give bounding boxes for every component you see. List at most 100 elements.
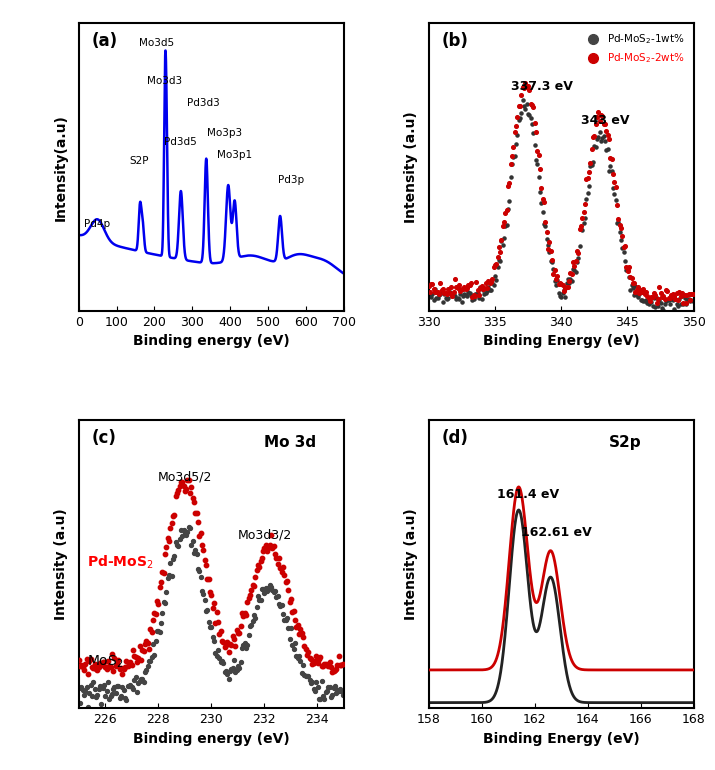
X-axis label: Binding energy (eV): Binding energy (eV) [133,732,290,746]
Point [545,256,556,268]
Point [321,685,332,697]
Point [678,297,689,310]
Point [167,553,179,565]
Point [453,293,465,305]
Point [79,685,91,697]
Point [571,256,583,269]
Point [464,279,475,291]
Point [330,687,342,699]
Point [242,639,253,651]
Point [574,240,586,253]
Point [256,583,267,595]
Point [585,157,596,169]
Point [268,586,280,598]
Point [594,115,606,127]
Point [87,661,98,673]
Point [170,490,182,503]
Point [574,223,586,236]
Point [89,658,100,670]
Point [497,239,508,252]
Point [245,619,257,631]
Point [460,283,471,295]
Point [573,252,584,264]
Point [570,255,581,267]
Point [222,636,233,648]
Point [87,676,99,688]
Point [310,676,322,688]
Point [492,251,503,263]
Point [658,304,669,316]
Point [90,691,102,703]
Point [641,286,652,298]
Point [169,550,180,562]
Point [178,524,189,536]
Point [277,561,289,573]
Point [144,654,156,667]
Point [106,688,117,700]
Point [528,127,539,139]
Point [447,290,458,302]
Point [483,281,494,293]
Point [672,300,684,312]
Text: S2p: S2p [608,435,641,450]
Point [327,682,339,695]
Point [554,290,566,303]
Point [247,615,258,628]
Point [232,660,244,672]
Point [578,206,589,219]
Point [430,286,441,299]
Point [322,681,334,693]
Point [536,182,547,194]
Point [304,651,315,664]
Point [554,276,566,289]
Point [304,674,315,686]
Point [300,669,311,681]
Point [327,688,338,701]
Point [265,581,277,593]
Point [666,289,677,301]
Point [93,683,104,695]
Point [170,536,182,548]
Point [297,659,309,671]
Point [463,286,474,298]
Point [627,276,638,289]
Point [106,648,117,661]
Point [675,290,686,303]
Text: (c): (c) [92,429,117,447]
Point [669,290,680,303]
Point [633,281,644,293]
Point [302,645,314,658]
Point [135,673,147,685]
Point [541,226,552,239]
Point [498,232,510,244]
Point [485,284,497,296]
Point [590,118,601,130]
Point [613,213,624,225]
Point [332,684,343,696]
Point [651,292,663,304]
Point [277,608,289,621]
Point [456,296,468,308]
Point [540,220,551,233]
Point [489,259,500,271]
Point [219,666,230,678]
Point [436,286,448,298]
Point [481,286,493,298]
Point [337,658,348,670]
Point [87,662,99,675]
Point [262,545,273,557]
Point [132,655,143,668]
Point [511,120,522,132]
Point [568,256,579,268]
Point [493,253,505,266]
Point [455,285,466,297]
Text: 162.61 eV: 162.61 eV [521,526,592,539]
Point [189,547,200,559]
Text: (b): (b) [442,32,468,50]
Point [270,547,281,560]
Point [424,286,435,298]
Point [325,661,337,673]
Point [267,542,278,554]
Point [639,288,651,300]
Point [214,651,225,664]
